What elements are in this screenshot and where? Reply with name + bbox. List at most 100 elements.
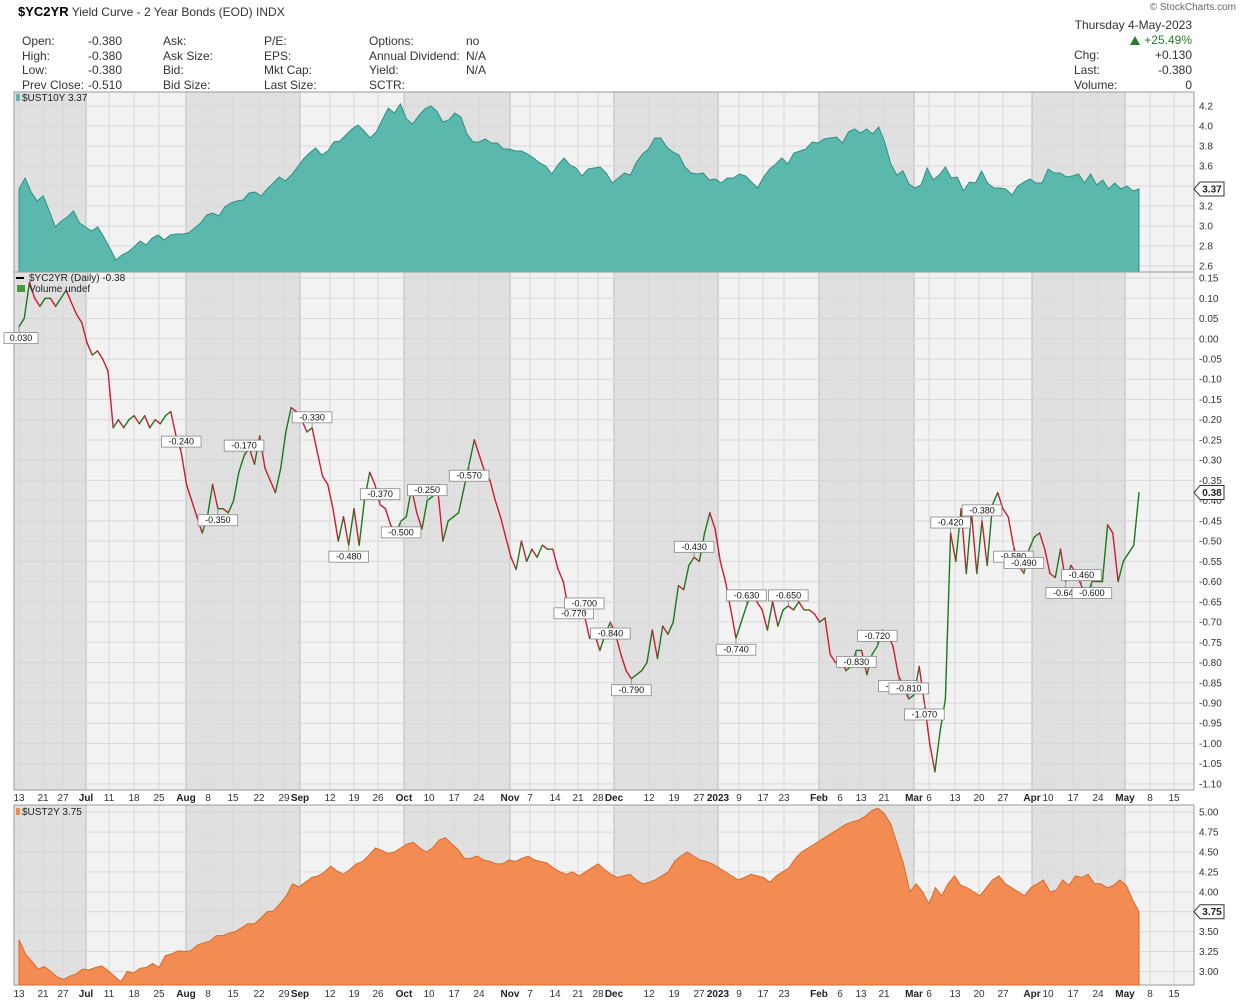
x-tick-label-bottom: 26 [372, 989, 384, 1000]
yc2yr-segment [164, 410, 172, 417]
yc2yr-segment [337, 516, 345, 542]
x-tick-label-bottom: 2023 [707, 989, 730, 1000]
x-tick-label-bottom: 10 [1042, 989, 1054, 1000]
x-tick-label: 6 [837, 793, 843, 804]
yc2yr-segment [238, 455, 245, 473]
yc2yr-segment [274, 467, 282, 494]
x-tick-label: 12 [324, 793, 336, 804]
yc2yr-segment [65, 289, 73, 304]
yc2yr-segment [808, 609, 816, 615]
stockcharts-credit: © StockCharts.com [1149, 2, 1236, 13]
yc2yr-segment [1038, 532, 1046, 550]
yc2yr-segment [991, 491, 999, 506]
yc2yr-segment [138, 415, 146, 425]
x-tick-label: 17 [1067, 793, 1079, 804]
annotation-label: -0.650 [776, 590, 802, 600]
value-annotation: -0.600 [1071, 581, 1113, 599]
yc2yr-segment [557, 568, 564, 583]
ust10y-legend: $UST10Y 3.37 [22, 93, 88, 104]
x-tick-label: 6 [926, 793, 932, 804]
yc2yr-segment [824, 617, 831, 656]
x-tick-label-bottom: Feb [810, 989, 828, 1000]
yc2yr-segment [457, 487, 465, 514]
y-tick-label: 2.6 [1199, 262, 1213, 273]
annotation-label: -0.170 [231, 441, 257, 451]
last-value-tag: 3.75 [1193, 904, 1225, 920]
x-tick-label-bottom: Nov [501, 989, 520, 1000]
y-tick-label: -0.35 [1199, 476, 1222, 487]
value-annotation: -0.430 [673, 540, 715, 558]
x-tick-label: 14 [549, 793, 561, 804]
yc2yr-segment [170, 410, 177, 437]
x-tick-label-bottom: 17 [1067, 989, 1079, 1000]
yc2yr-segment [290, 406, 298, 413]
value-annotation: -0.330 [291, 411, 333, 428]
value-annotation: -0.650 [768, 589, 809, 606]
x-tick-label: 21 [37, 793, 49, 804]
y-tick-label: -1.10 [1199, 779, 1222, 790]
y-tick-label: -0.20 [1199, 415, 1222, 426]
yc2yr-segment [28, 281, 36, 299]
yc2yr-segment [756, 601, 763, 611]
last-value-box [1193, 181, 1225, 197]
annotation-label: -0.600 [1079, 588, 1105, 598]
y-tick-label: -0.70 [1199, 618, 1222, 629]
yc2yr-segment [505, 536, 512, 558]
yc2yr-legend-swatch [16, 277, 24, 279]
annotation-label: -0.430 [681, 542, 707, 552]
x-tick-label-bottom: 13 [13, 989, 25, 1000]
yc2yr-segment [531, 548, 538, 558]
yc2yr-segment [34, 297, 41, 308]
yc2yr-segment [1033, 532, 1041, 538]
annotation-label: -0.460 [1069, 570, 1095, 580]
yc2yr-segment [766, 601, 774, 631]
x-tick-label-bottom: 19 [668, 989, 680, 1000]
value-annotation: -0.370 [359, 488, 401, 505]
x-tick-label-bottom: 17 [757, 989, 769, 1000]
yc2yr-segment [264, 467, 271, 482]
value-annotation: -0.170 [223, 439, 265, 457]
chart-title: $YC2YR Yield Curve - 2 Year Bonds (EOD) … [18, 4, 285, 19]
y-tick-label: -0.10 [1199, 375, 1222, 386]
yc2yr-segment [39, 297, 46, 308]
yc2yr-segment [651, 629, 659, 660]
x-tick-label-bottom: 28 [592, 989, 604, 1000]
yc2yr-segment [1007, 516, 1015, 546]
yc2yr-segment [709, 512, 716, 530]
annotation-label: -0.700 [571, 598, 597, 608]
month-band [614, 272, 718, 790]
x-tick-label-bottom: 27 [693, 989, 705, 1000]
quote-summary: Thursday 4-May-2023 +25.49% Chg: +0.130 L… [1012, 18, 1192, 93]
x-tick-label-bottom: 22 [253, 989, 265, 1000]
ust2y-panel: 5.00 4.75 4.50 4.25 4.00 3.75 3.50 3.25 3.00 $UST… [13, 804, 1219, 986]
yc2yr-segment [358, 499, 366, 546]
quote-value: -0.380 [88, 48, 123, 63]
yc2yr-segment [452, 512, 460, 518]
x-tick-label: 26 [372, 793, 384, 804]
yc2yr-segment [473, 439, 481, 457]
annotation-box [380, 526, 422, 539]
y-tick-label: -0.05 [1199, 355, 1222, 366]
x-tick-label: 24 [1092, 793, 1104, 804]
yc2yr-segment [86, 342, 94, 356]
quote-label: Ask Size: [163, 48, 214, 63]
yc2yr-segment [630, 674, 638, 680]
x-tick-label-bottom: 21 [878, 989, 890, 1000]
annotation-label: -0.350 [205, 515, 231, 525]
yc2yr-segment [1002, 508, 1009, 518]
x-tick-label-bottom: 23 [778, 989, 790, 1000]
value-annotation: -0.500 [380, 520, 422, 539]
value-annotation: -0.630 [726, 589, 767, 606]
quote-value: -0.510 [88, 77, 123, 92]
value-annotation: -0.490 [1003, 557, 1045, 574]
yc2yr-segment [641, 661, 648, 672]
y-tick-label: -1.05 [1199, 759, 1222, 770]
volume-legend-swatch [17, 285, 25, 292]
x-tick-label: 20 [973, 793, 985, 804]
last-value-box [1193, 485, 1225, 501]
yc2yr-segment [552, 548, 559, 571]
x-tick-label: 11 [104, 793, 115, 804]
yc2yr-segment [285, 406, 292, 433]
yc2yr-segment [447, 516, 455, 522]
yc2yr-segment [782, 605, 789, 611]
